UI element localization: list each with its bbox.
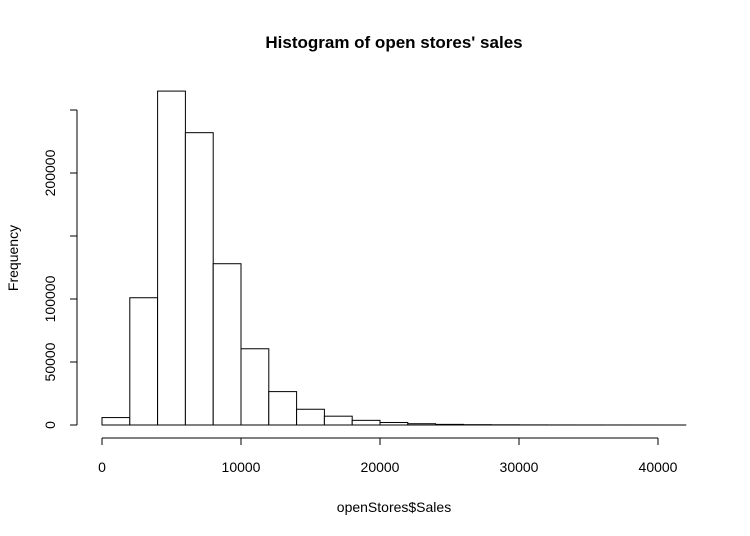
y-axis-label: Frequency [5, 225, 21, 291]
histogram-bar [157, 90, 186, 426]
histogram-bar [212, 263, 242, 426]
x-tick-label: 0 [98, 459, 106, 475]
x-axis-label: openStores$Sales [337, 499, 451, 515]
histogram-bar [351, 419, 381, 426]
histogram-bar [379, 421, 409, 426]
histogram-bar [184, 132, 214, 426]
histogram-bar [323, 415, 353, 426]
histogram-bar [101, 417, 131, 426]
y-axis: 0 50000 100000 200000 [42, 109, 78, 429]
x-axis: 0 10000 20000 30000 40000 [98, 437, 678, 475]
histogram-bar [240, 348, 270, 426]
histogram-bar [296, 408, 325, 426]
bars-group [101, 90, 687, 426]
y-tick-label: 50000 [42, 342, 58, 381]
histogram-bar [268, 391, 298, 426]
x-tick-label: 20000 [361, 459, 400, 475]
x-tick-label: 40000 [639, 459, 678, 475]
histogram-bar [435, 423, 464, 426]
x-tick-label: 30000 [500, 459, 539, 475]
y-tick-label: 200000 [42, 149, 58, 196]
histogram-bar [129, 297, 159, 426]
x-tick-label: 10000 [222, 459, 261, 475]
y-tick-label: 100000 [42, 275, 58, 322]
chart-title: Histogram of open stores' sales [265, 33, 522, 52]
histogram-bar [407, 423, 437, 426]
y-tick-label: 0 [42, 421, 58, 429]
